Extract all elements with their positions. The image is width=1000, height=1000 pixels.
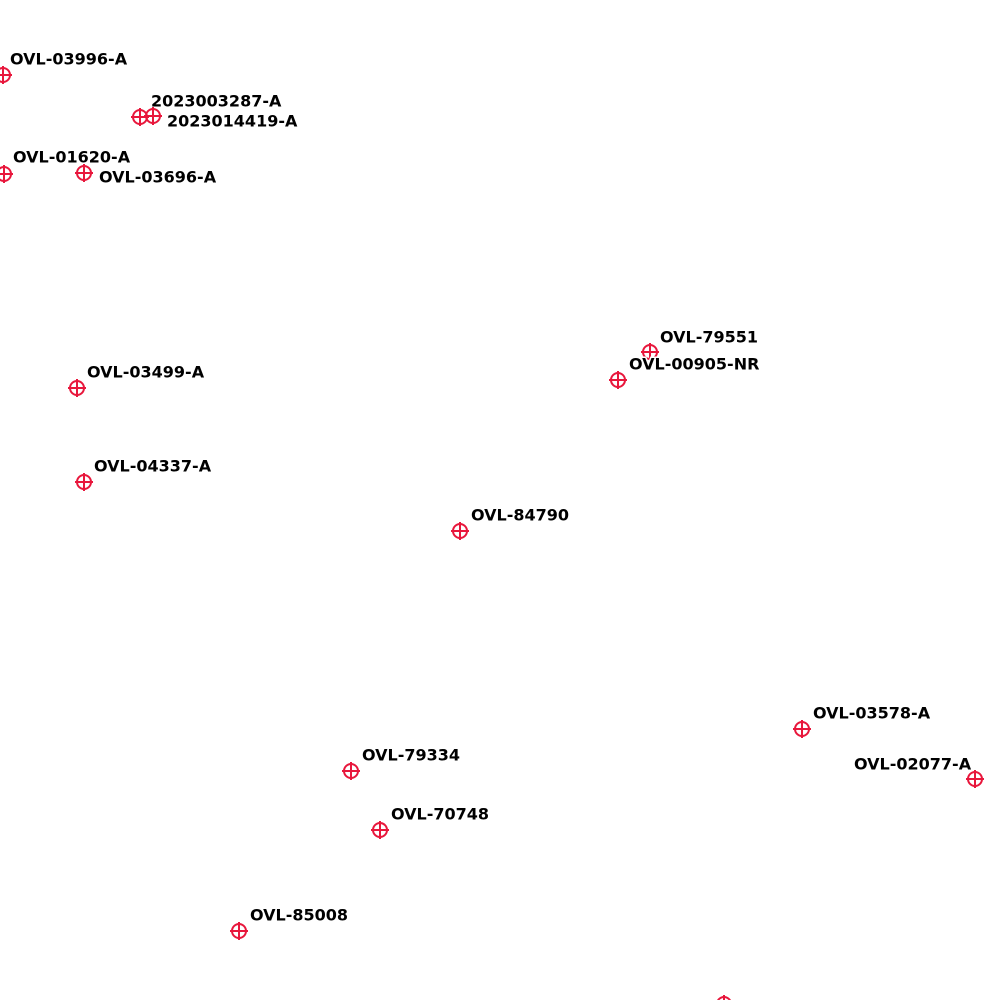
marker-label: 2023014419-A [167, 112, 298, 131]
marker-label: OVL-02077-A [854, 755, 972, 774]
map-marker [342, 762, 360, 780]
map-marker [0, 66, 12, 84]
map-marker [641, 343, 659, 361]
marker-label: OVL-01620-A [13, 148, 131, 167]
map-marker [451, 522, 469, 540]
marker-label: OVL-04337-A [94, 457, 212, 476]
map-marker [793, 720, 811, 738]
map-marker [0, 165, 13, 183]
map-marker [144, 107, 162, 125]
marker-label: OVL-79334 [362, 746, 460, 765]
marker-label: 2023003287-A [151, 92, 282, 111]
marker-label: OVL-84790 [471, 506, 569, 525]
map-marker [371, 821, 389, 839]
marker-label: OVL-03996-A [10, 50, 128, 69]
map-marker [68, 379, 86, 397]
marker-label: OVL-00905-NR [629, 355, 759, 374]
marker-label: OVL-03578-A [813, 704, 931, 723]
marker-label: OVL-85008 [250, 906, 348, 925]
map-marker [609, 371, 627, 389]
marker-label: OVL-03499-A [87, 363, 205, 382]
map-marker [966, 770, 984, 788]
map-marker [75, 473, 93, 491]
map-marker [717, 995, 731, 1000]
map-marker [230, 922, 248, 940]
marker-label: OVL-79551 [660, 328, 758, 347]
marker-label: OVL-70748 [391, 805, 489, 824]
marker-label: OVL-03696-A [99, 168, 217, 187]
map-marker [75, 164, 93, 182]
